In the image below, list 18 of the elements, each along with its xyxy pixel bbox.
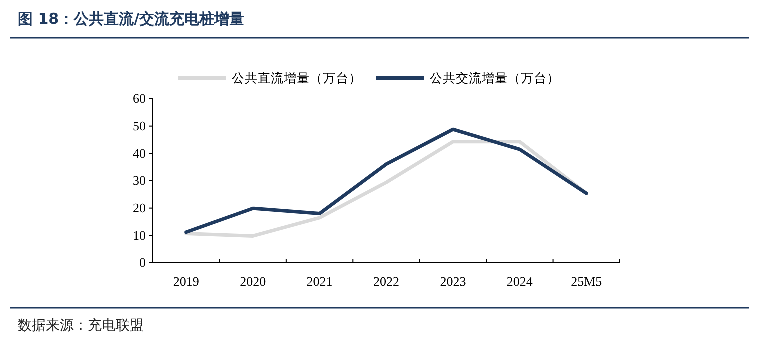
chart-title: 图 18：公共直流/交流充电桩增量 — [18, 10, 245, 28]
x-tick-label: 2021 — [306, 274, 333, 290]
y-tick-label: 40 — [133, 146, 146, 161]
legend-label: 公共直流增量（万台） — [232, 70, 362, 86]
y-tick-label: 50 — [133, 118, 146, 134]
x-tick-label: 2020 — [240, 274, 266, 290]
x-tick-label: 2019 — [173, 274, 200, 290]
legend-label: 公共交流增量（万台） — [430, 70, 560, 86]
x-tick-label: 2022 — [374, 274, 400, 290]
x-tick-label: 2024 — [506, 274, 534, 290]
y-tick-label: 30 — [133, 173, 146, 188]
y-tick-label: 20 — [133, 200, 146, 216]
source-note: 数据来源：充电联盟 — [18, 318, 144, 334]
x-tick-label: 25M5 — [571, 274, 602, 290]
y-tick-label: 0 — [140, 255, 146, 270]
x-tick-label: 2023 — [440, 274, 466, 290]
y-tick-label: 60 — [133, 91, 146, 106]
y-tick-label: 10 — [133, 228, 146, 243]
